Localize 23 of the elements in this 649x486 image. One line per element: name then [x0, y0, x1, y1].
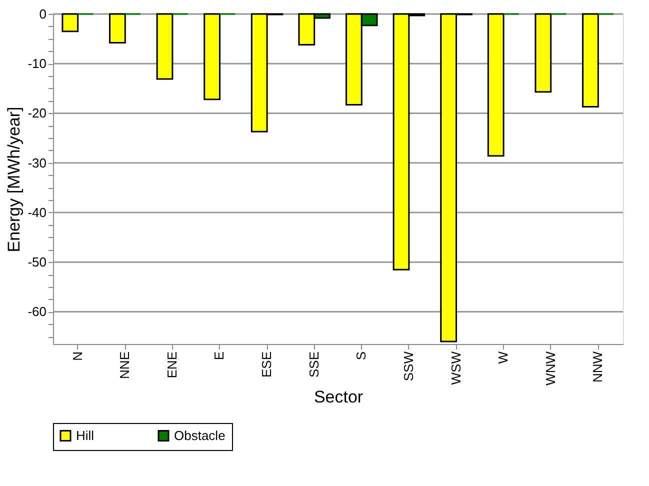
y-tick-label: -50	[28, 254, 46, 270]
x-tick-label: SSE	[306, 351, 322, 378]
y-tick-label: -20	[28, 106, 46, 121]
x-tick-label: NNW	[590, 350, 606, 383]
y-tick-label: -30	[28, 155, 46, 170]
legend-label: Obstacle	[174, 428, 226, 443]
y-tick-label: -40	[28, 204, 46, 220]
x-tick-label: E	[212, 351, 227, 360]
x-tick-label: SSW	[400, 350, 416, 382]
x-tick-label: W	[496, 350, 511, 364]
y-tick-label: -10	[28, 56, 46, 72]
y-tick-label: 0	[39, 6, 46, 22]
y-tick-label: -60	[28, 304, 46, 320]
x-tick-label: ENE	[164, 351, 180, 378]
y-axis-title: Energy [MWh/year]	[4, 106, 24, 252]
x-tick-label: ESE	[259, 351, 274, 378]
x-tick-label: WSW	[448, 350, 464, 385]
x-tick-label: N	[70, 352, 85, 361]
legend-label: Hill	[76, 428, 94, 443]
x-tick-label: WNW	[542, 350, 558, 386]
x-axis-title: Sector	[314, 387, 364, 406]
x-tick-label: NNE	[117, 351, 132, 379]
x-tick-label: S	[354, 351, 369, 360]
